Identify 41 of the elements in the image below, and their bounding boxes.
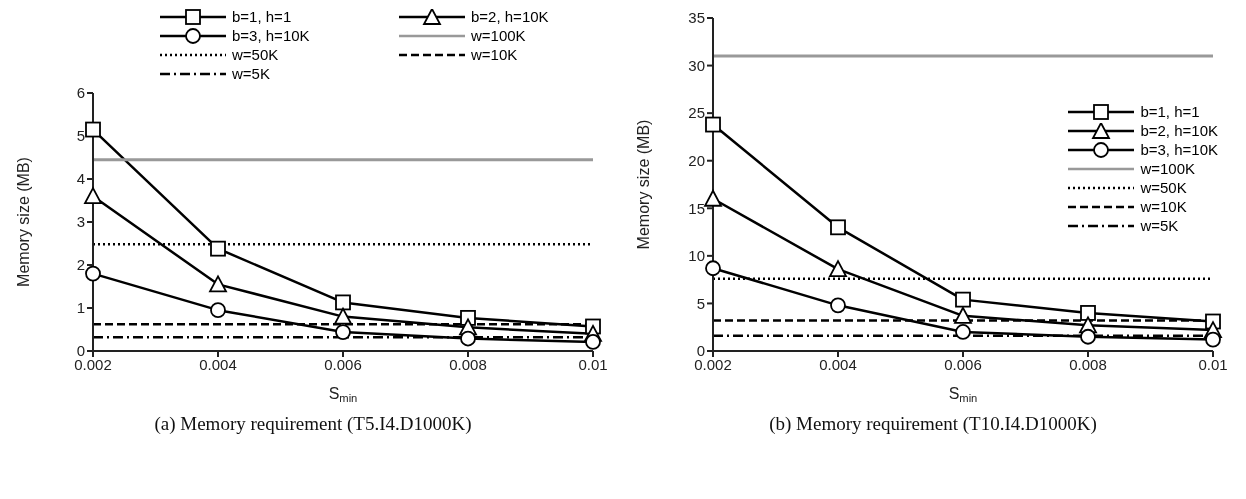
legend-label: w=50K (1140, 179, 1187, 196)
y-tick-label: 3 (76, 213, 85, 231)
legend-label: w=10K (471, 46, 518, 63)
y-tick-label: 5 (696, 294, 705, 312)
legend-label: w=50K (232, 46, 279, 63)
x-tick-label: 0.006 (944, 355, 982, 373)
x-tick-label: 0.01 (1198, 355, 1228, 373)
x-tick-label: 0.004 (199, 355, 237, 373)
text: (b) Memory requirement (T10.I4.D1000K) (768, 413, 1098, 435)
y-tick-label: 6 (76, 84, 85, 102)
x-tick-label: 0.004 (819, 355, 857, 373)
legend-label: w=5K (232, 65, 270, 82)
legend-label: w=100K (471, 27, 526, 44)
y-tick-label: 4 (76, 170, 85, 188)
legend-label: w=10K (1140, 198, 1187, 215)
y-tick-label: 1 (76, 299, 85, 317)
x-tick-label: 0.008 (449, 355, 487, 373)
x-axis-title: S$_{min}$ (948, 385, 978, 405)
text: (a) Memory requirement (T5.I4.D1000K) (153, 413, 473, 435)
x-axis-title: S$_{min}$ (328, 385, 358, 405)
y-tick-label: 25 (688, 104, 705, 122)
legend-label: b=3, h=10K (232, 27, 310, 44)
y-tick-label: 20 (688, 152, 705, 170)
x-tick-label: 0.008 (1069, 355, 1107, 373)
y-tick-label: 35 (688, 9, 705, 27)
y-axis-title: Memory size (MB) (634, 119, 652, 250)
legend-label: b=2, h=10K (471, 8, 549, 25)
y-tick-label: 15 (688, 199, 705, 217)
y-tick-label: 10 (688, 247, 705, 265)
legend-label: w=100K (1140, 160, 1196, 177)
y-tick-label: 30 (688, 56, 705, 74)
legend-label: b=1, h=1 (232, 8, 292, 25)
y-axis-title: Memory size (MB) (14, 157, 32, 287)
x-tick-label: 0.006 (324, 355, 362, 373)
y-tick-label: 2 (76, 256, 85, 274)
legend-label: b=2, h=10K (1140, 122, 1218, 139)
legend-label: b=3, h=10K (1140, 141, 1218, 158)
legend-label: b=1, h=1 (1140, 103, 1200, 120)
legend-label: w=5K (1140, 217, 1179, 234)
y-tick-label: 5 (76, 127, 85, 145)
x-tick-label: 0.01 (578, 355, 608, 373)
